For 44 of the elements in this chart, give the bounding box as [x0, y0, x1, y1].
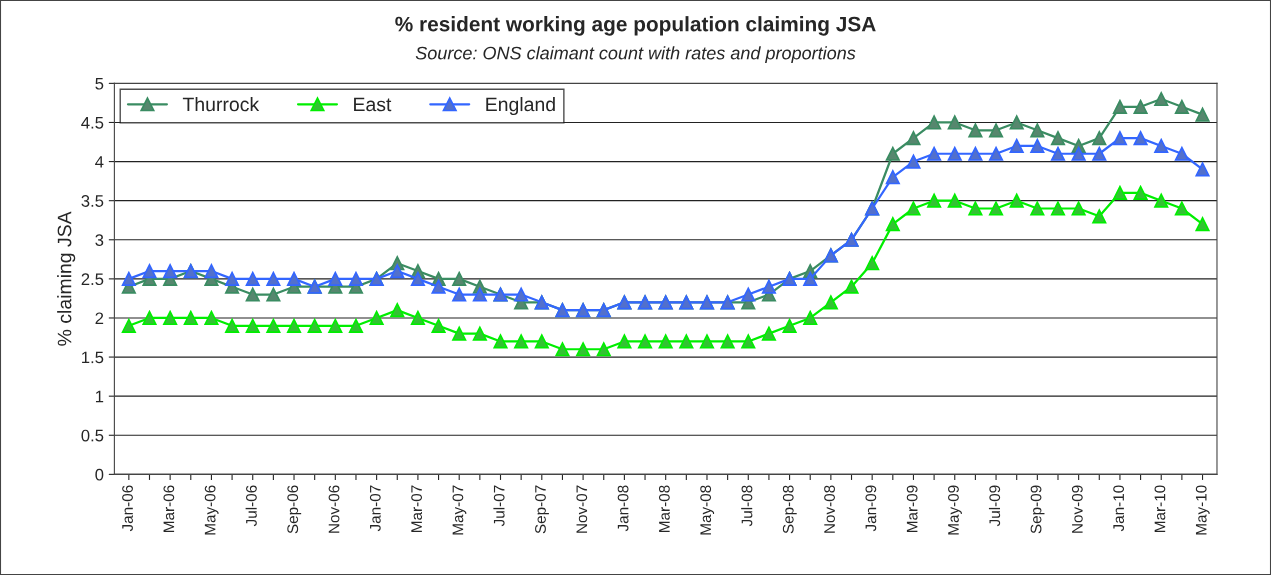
y-tick-label: 3.5 [81, 195, 104, 207]
x-tick-label: Mar-07 [411, 485, 423, 532]
y-tick-label: 0.5 [81, 429, 104, 442]
x-tick-label: Jan-08 [617, 485, 629, 532]
x-tick-label: May-06 [204, 485, 219, 535]
y-axis-title: % claiming JSA [57, 211, 76, 346]
x-tick-label: May-07 [452, 485, 467, 535]
y-tick-label: 3 [95, 234, 104, 246]
legend-label: East [354, 97, 392, 112]
legend-label: Thurrock [182, 96, 260, 112]
x-tick-label: Nov-06 [328, 485, 340, 533]
x-tick-label: Sep-08 [782, 485, 797, 534]
x-tick-label: Jul-06 [245, 485, 257, 527]
x-tick-label: Jan-07 [369, 485, 381, 532]
x-tick-label: Nov-07 [576, 485, 588, 533]
chart-subtitle: Source: ONS claimant count with rates and proportions [415, 46, 856, 64]
x-tick-label: Jul-08 [741, 485, 753, 527]
y-tick-label: 1.5 [82, 351, 104, 364]
x-tick-label: Jan-09 [865, 485, 877, 532]
y-tick-label: 4.5 [81, 117, 104, 129]
x-tick-label: May-08 [700, 485, 715, 535]
x-tick-label: Nov-08 [824, 485, 835, 533]
x-tick-label: Jul-07 [493, 485, 505, 527]
legend-label: England [486, 96, 555, 116]
x-tick-label: Sep-09 [1030, 485, 1045, 534]
x-tick-label: Mar-08 [658, 485, 670, 532]
y-tick-label: 0 [95, 468, 104, 481]
y-tick-label: 4 [95, 156, 104, 168]
x-tick-label: Nov-09 [1071, 485, 1083, 533]
y-tick-label: 5 [95, 77, 104, 90]
y-tick-label: 2.5 [81, 273, 104, 286]
chart-title: % resident working age population claiming JSA [395, 16, 876, 36]
y-tick-label: 2 [95, 312, 104, 325]
x-tick-label: May-10 [1195, 485, 1210, 535]
x-tick-label: Mar-09 [906, 485, 918, 532]
x-tick-label: Mar-06 [163, 485, 175, 532]
x-tick-label: Sep-07 [535, 485, 549, 534]
x-tick-label: Mar-10 [1154, 485, 1166, 532]
y-tick-label: 1 [95, 390, 104, 403]
x-tick-label: May-09 [948, 485, 962, 535]
x-tick-label: Jul-09 [988, 485, 1001, 527]
x-tick-label: Jan-10 [1113, 485, 1125, 532]
x-tick-label: Sep-06 [287, 485, 302, 534]
x-tick-label: Jan-06 [122, 485, 133, 532]
